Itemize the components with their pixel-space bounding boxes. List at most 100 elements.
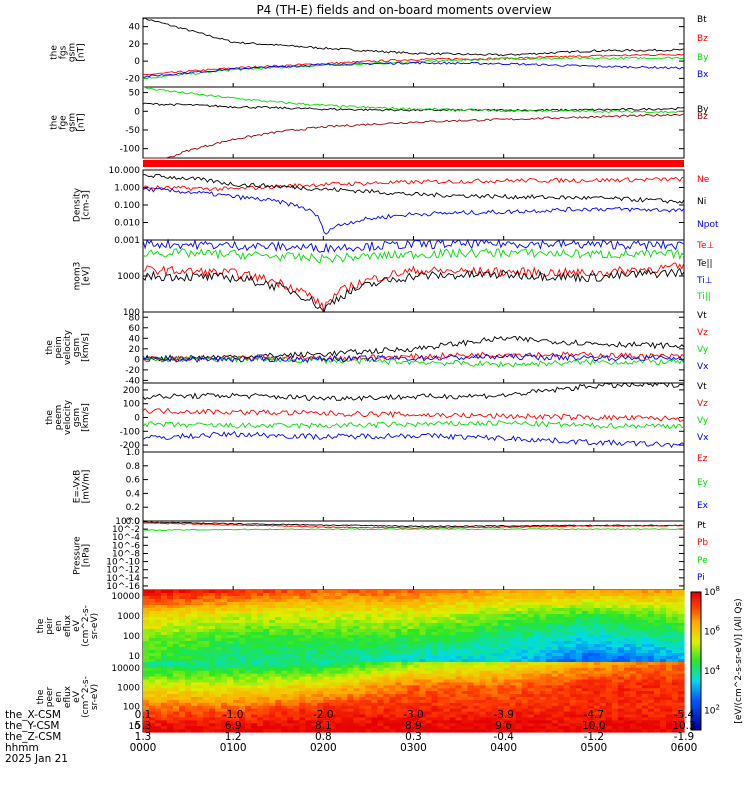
peer-heat-cell — [413, 679, 421, 684]
peir-heat-cell — [377, 602, 385, 606]
peer-heat-cell — [257, 676, 264, 681]
peer-heat-cell — [635, 705, 643, 710]
peer-heat-cell — [233, 682, 240, 686]
peer-heat-cell — [401, 670, 409, 675]
peer-heat-cell — [461, 679, 469, 684]
peer-heat-cell — [587, 670, 595, 675]
peir-heat-cell — [149, 623, 156, 627]
peer-heat-cell — [443, 685, 451, 689]
peer-heat-cell — [647, 720, 655, 724]
peer-heat-cell — [323, 720, 330, 724]
peer-heat-cell — [563, 667, 571, 672]
peer-heat-cell — [557, 667, 565, 672]
peer-heat-cell — [215, 685, 222, 689]
peer-heat-cell — [257, 664, 264, 669]
peer-heat-cell — [467, 694, 475, 698]
peer-heat-cell — [419, 723, 427, 727]
peir-heat-cell — [617, 653, 625, 657]
peir-heat-cell — [515, 629, 523, 633]
peir-heat-cell — [653, 647, 661, 651]
peer-heat-cell — [209, 723, 216, 727]
peer-heat-cell — [449, 691, 457, 695]
peer-heat-cell — [437, 702, 445, 707]
peir-heat-cell — [629, 659, 637, 663]
peir-heat-cell — [557, 599, 565, 603]
peer-heat-cell — [155, 667, 162, 672]
peir-heat-cell — [311, 656, 318, 660]
peer-heat-cell — [551, 705, 559, 710]
peir-heat-cell — [449, 611, 457, 615]
peer-heat-cell — [251, 667, 258, 672]
peir-heat-cell — [365, 623, 373, 627]
peir-heat-cell — [323, 605, 330, 609]
peem-series-1 — [142, 407, 685, 422]
peir-heat-cell — [449, 647, 457, 651]
peir-heat-cell — [671, 653, 679, 657]
peir-heat-cell — [611, 650, 619, 654]
peer-heat-cell — [359, 688, 367, 692]
peir-heat-cell — [485, 626, 493, 630]
peir-heat-cell — [419, 647, 427, 651]
peer-heat-cell — [413, 717, 421, 721]
peir-heat-cell — [215, 611, 222, 615]
peer-heat-cell — [677, 694, 685, 698]
peir-heat-cell — [341, 605, 348, 609]
peir-heat-cell — [563, 656, 571, 660]
peir-heat-cell — [605, 617, 613, 621]
peir-heat-cell — [461, 602, 469, 606]
peer-heat-cell — [563, 705, 571, 710]
peir-heat-cell — [431, 596, 439, 600]
peer-heat-cell — [623, 670, 631, 675]
peer-heat-cell — [233, 726, 240, 730]
peir-heat-cell — [281, 590, 288, 594]
peer-heat-cell — [329, 679, 336, 684]
peer-heat-cell — [623, 723, 631, 727]
peir-heat-cell — [275, 617, 282, 621]
peer-heat-cell — [659, 685, 667, 689]
peer-heat-cell — [677, 673, 685, 678]
peer-heat-cell — [377, 685, 385, 689]
peer-heat-cell — [341, 676, 348, 681]
peer-heat-cell — [227, 664, 234, 669]
peir-heat-cell — [551, 590, 559, 594]
peer-heat-cell — [389, 676, 397, 681]
peir-heat-cell — [569, 590, 577, 594]
peir-heat-cell — [365, 647, 373, 651]
peer-heat-cell — [155, 679, 162, 684]
peir-heat-cell — [389, 608, 397, 612]
peir-heat-cell — [515, 638, 523, 642]
peir-heat-cell — [509, 590, 517, 594]
peir-heat-cell — [545, 608, 553, 612]
peer-heat-cell — [173, 711, 180, 716]
peer-heat-cell — [335, 705, 342, 710]
peir-heat-cell — [653, 605, 661, 609]
peer-heat-cell — [389, 717, 397, 721]
peir-heat-cell — [509, 644, 517, 648]
pressure-series-1 — [142, 522, 685, 529]
peer-heat-cell — [203, 720, 210, 724]
peer-heat-cell — [419, 685, 427, 689]
peer-heat-cell — [467, 714, 475, 719]
peir-heat-cell — [323, 641, 330, 645]
peer-heat-cell — [425, 673, 433, 678]
peir-heat-cell — [599, 623, 607, 627]
peir-heat-cell — [233, 617, 240, 621]
peer-heat-cell — [365, 676, 373, 681]
peir-heat-cell — [377, 626, 385, 630]
peer-heat-cell — [149, 708, 156, 713]
peir-heat-cell — [539, 644, 547, 648]
peer-heat-cell — [605, 711, 613, 716]
peer-heat-cell — [407, 662, 415, 666]
peir-heat-cell — [161, 611, 168, 615]
temps-ytick-label: 100 — [123, 308, 140, 318]
peer-heat-cell — [365, 664, 373, 669]
peer-heat-cell — [161, 670, 168, 675]
peer-heat-cell — [371, 670, 379, 675]
peir-heat-cell — [281, 635, 288, 639]
peer-heat-cell — [191, 711, 198, 716]
peir-heat-cell — [653, 593, 661, 597]
peir-heat-cell — [257, 638, 264, 642]
peer-heat-cell — [467, 720, 475, 724]
peer-heat-cell — [263, 720, 270, 724]
peer-heat-cell — [197, 729, 204, 733]
